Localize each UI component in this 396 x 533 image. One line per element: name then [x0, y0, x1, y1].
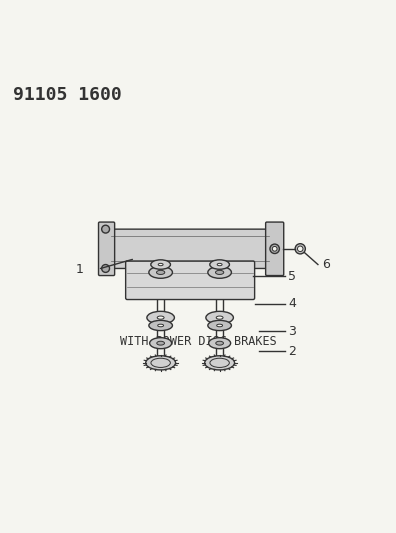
Ellipse shape	[210, 260, 229, 269]
Ellipse shape	[208, 320, 231, 330]
Ellipse shape	[206, 311, 233, 324]
Text: 91105 1600: 91105 1600	[13, 86, 122, 103]
Ellipse shape	[210, 358, 229, 367]
FancyBboxPatch shape	[266, 222, 284, 276]
Text: 2: 2	[288, 344, 296, 358]
Text: 5: 5	[288, 270, 297, 283]
Ellipse shape	[158, 263, 163, 266]
Ellipse shape	[151, 260, 170, 269]
Ellipse shape	[157, 341, 164, 345]
Text: 1: 1	[76, 263, 84, 276]
Text: WITH POWER DISC BRAKES: WITH POWER DISC BRAKES	[120, 335, 276, 348]
Ellipse shape	[216, 341, 223, 345]
Text: 4: 4	[288, 297, 296, 310]
Circle shape	[102, 264, 110, 272]
Ellipse shape	[158, 324, 164, 327]
FancyBboxPatch shape	[110, 229, 271, 269]
FancyBboxPatch shape	[99, 222, 114, 276]
Text: 3: 3	[288, 325, 296, 338]
Ellipse shape	[216, 316, 223, 319]
Ellipse shape	[217, 263, 222, 266]
Ellipse shape	[215, 270, 224, 274]
Circle shape	[297, 246, 303, 252]
Ellipse shape	[208, 266, 231, 278]
Ellipse shape	[150, 338, 171, 349]
Ellipse shape	[205, 356, 234, 370]
Ellipse shape	[146, 356, 175, 370]
Ellipse shape	[147, 311, 174, 324]
Ellipse shape	[217, 324, 223, 327]
Text: 6: 6	[322, 258, 330, 271]
Circle shape	[102, 225, 110, 233]
Ellipse shape	[157, 316, 164, 319]
FancyBboxPatch shape	[126, 261, 255, 300]
Ellipse shape	[151, 358, 170, 367]
Ellipse shape	[149, 320, 172, 330]
Circle shape	[270, 244, 280, 254]
Ellipse shape	[156, 270, 165, 274]
Ellipse shape	[149, 266, 172, 278]
Ellipse shape	[209, 338, 230, 349]
Circle shape	[272, 246, 277, 251]
Circle shape	[295, 244, 305, 254]
